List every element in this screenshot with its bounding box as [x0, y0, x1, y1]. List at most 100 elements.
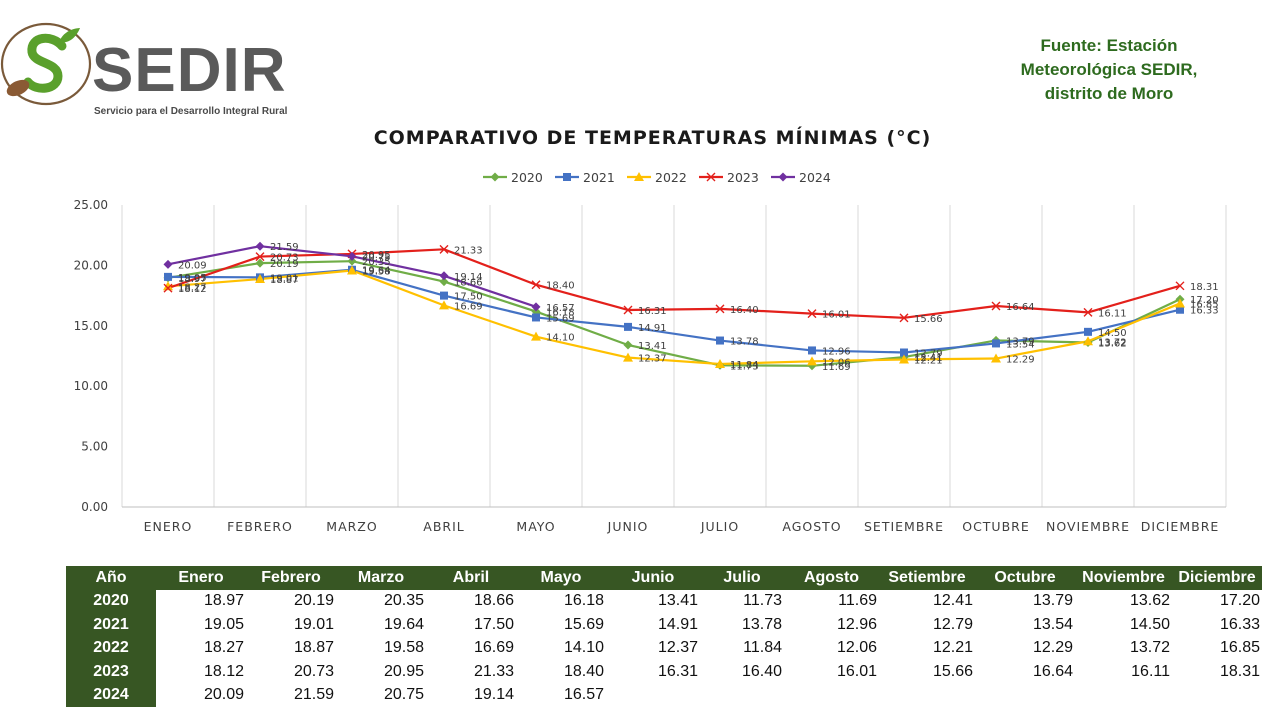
- x-tick-label: MARZO: [326, 519, 377, 534]
- legend-marker: [634, 172, 644, 181]
- data-label: 14.50: [1098, 328, 1127, 339]
- chart-title: COMPARATIVO DE TEMPERATURAS MÍNIMAS (°C): [373, 127, 932, 149]
- data-label: 13.72: [1098, 337, 1127, 348]
- table-cell: 16.18: [563, 592, 604, 610]
- data-point-2022: [531, 331, 541, 341]
- data-label: 20.35: [362, 257, 391, 268]
- y-tick-label: 0.00: [81, 500, 108, 514]
- source-note: Fuente: Estación Meteorológica SEDIR, di…: [999, 34, 1219, 106]
- data-label: 20.75: [362, 252, 391, 263]
- data-label: 13.62: [1098, 338, 1127, 349]
- data-point-2021: [900, 348, 908, 357]
- data-point-2022: [1175, 298, 1185, 308]
- data-point-2024: [347, 251, 357, 261]
- data-point-2022: [991, 353, 1001, 363]
- data-point-2021: [624, 322, 632, 331]
- data-label: 17.50: [454, 292, 483, 303]
- data-label: 12.96: [822, 346, 851, 357]
- legend-marker: [490, 172, 500, 182]
- data-label: 12.37: [638, 354, 667, 365]
- legend-label: 2021: [583, 170, 615, 185]
- x-tick-label: AGOSTO: [782, 519, 841, 534]
- data-point-2021: [716, 336, 724, 345]
- data-label: 12.06: [822, 357, 851, 368]
- column-header-month: Noviembre: [1075, 566, 1172, 590]
- data-point-2023: [1175, 281, 1185, 291]
- table-cell: 12.06: [836, 639, 877, 657]
- data-point-2022: [807, 356, 817, 366]
- table-row: 2021 19.05 19.01 19.64 17.50 15.69 14.91 13.78 1…: [66, 613, 1262, 637]
- table-cell: 13.41: [657, 592, 698, 610]
- data-table: Año Enero Febrero Marzo Abril Mayo Junio Julio A…: [66, 566, 1262, 707]
- table-cell: 11.69: [838, 592, 877, 610]
- data-label: 15.66: [914, 314, 943, 325]
- data-point-2020: [623, 340, 633, 350]
- table-cell: 16.40: [741, 662, 782, 680]
- table-row: 2020 18.97 20.19 20.35 18.66 16.18 13.41 11.73 1…: [66, 589, 1262, 613]
- table-cell: 20.75: [383, 686, 424, 704]
- y-tick-label: 10.00: [74, 379, 108, 393]
- data-point-2023: [991, 301, 1001, 311]
- y-tick-label: 25.00: [74, 198, 108, 212]
- table-cell: 19.05: [203, 615, 244, 633]
- data-label: 21.33: [454, 245, 483, 256]
- column-header-month: Febrero: [246, 566, 336, 590]
- table-cell: [975, 684, 1075, 708]
- legend-marker: [563, 173, 571, 181]
- data-point-2021: [532, 313, 540, 322]
- data-label: 11.73: [730, 361, 759, 372]
- table-row: 2023 18.12 20.73 20.95 21.33 18.40 16.31 16.40 1…: [66, 660, 1262, 684]
- data-point-2022: [255, 274, 265, 284]
- data-label: 12.41: [914, 353, 943, 364]
- source-line-1: Fuente: Estación: [1040, 36, 1178, 55]
- table-cell: 16.01: [836, 662, 877, 680]
- table-cell: [606, 684, 700, 708]
- y-tick-label: 15.00: [74, 319, 108, 333]
- table-cell: 18.66: [473, 592, 514, 610]
- data-label: 16.18: [546, 308, 575, 319]
- data-label: 19.58: [362, 266, 391, 277]
- table-cell: 18.12: [203, 662, 244, 680]
- data-point-2021: [808, 346, 816, 355]
- data-label: 14.91: [638, 323, 667, 334]
- data-point-2023: [715, 304, 725, 314]
- table-cell: 11.73: [743, 592, 782, 610]
- y-tick-label: 5.00: [81, 440, 108, 454]
- data-point-2023: [1083, 307, 1093, 317]
- data-label: 12.79: [914, 348, 943, 359]
- table-cell: [879, 684, 975, 708]
- data-point-2022: [1083, 336, 1093, 346]
- data-label: 19.05: [178, 273, 207, 284]
- y-tick-label: 20.00: [74, 258, 108, 272]
- data-point-2023: [255, 252, 265, 262]
- data-point-2023: [439, 244, 449, 254]
- data-label: 16.57: [546, 303, 575, 314]
- data-label: 16.01: [822, 310, 851, 321]
- table-cell: [700, 684, 784, 708]
- table-cell: 16.11: [1131, 662, 1170, 680]
- table-cell: 16.31: [657, 662, 698, 680]
- data-label: 20.73: [270, 253, 299, 264]
- table-cell: 13.72: [1129, 639, 1170, 657]
- data-point-2020: [347, 256, 357, 266]
- data-label: 13.78: [730, 337, 759, 348]
- table-cell: 14.91: [657, 615, 698, 633]
- data-label: 18.40: [546, 281, 575, 292]
- logo-wordmark: SEDIR: [92, 36, 287, 105]
- data-label: 16.33: [1190, 306, 1219, 317]
- table-cell: 20.95: [383, 662, 424, 680]
- table-cell: 12.29: [1032, 639, 1073, 657]
- x-tick-label: OCTUBRE: [962, 519, 1030, 534]
- table-cell: 19.64: [383, 615, 424, 633]
- column-header-month: Enero: [156, 566, 246, 590]
- data-label: 16.64: [1006, 302, 1035, 313]
- data-point-2024: [255, 241, 265, 251]
- data-label: 12.29: [1006, 355, 1035, 366]
- data-label: 14.10: [546, 333, 575, 344]
- x-tick-label: ABRIL: [423, 519, 464, 534]
- x-tick-label: DICIEMBRE: [1141, 519, 1220, 534]
- column-header-year: Año: [66, 566, 156, 590]
- data-label: 20.19: [270, 259, 299, 270]
- data-label: 21.59: [270, 242, 299, 253]
- legend-label: 2023: [727, 170, 759, 185]
